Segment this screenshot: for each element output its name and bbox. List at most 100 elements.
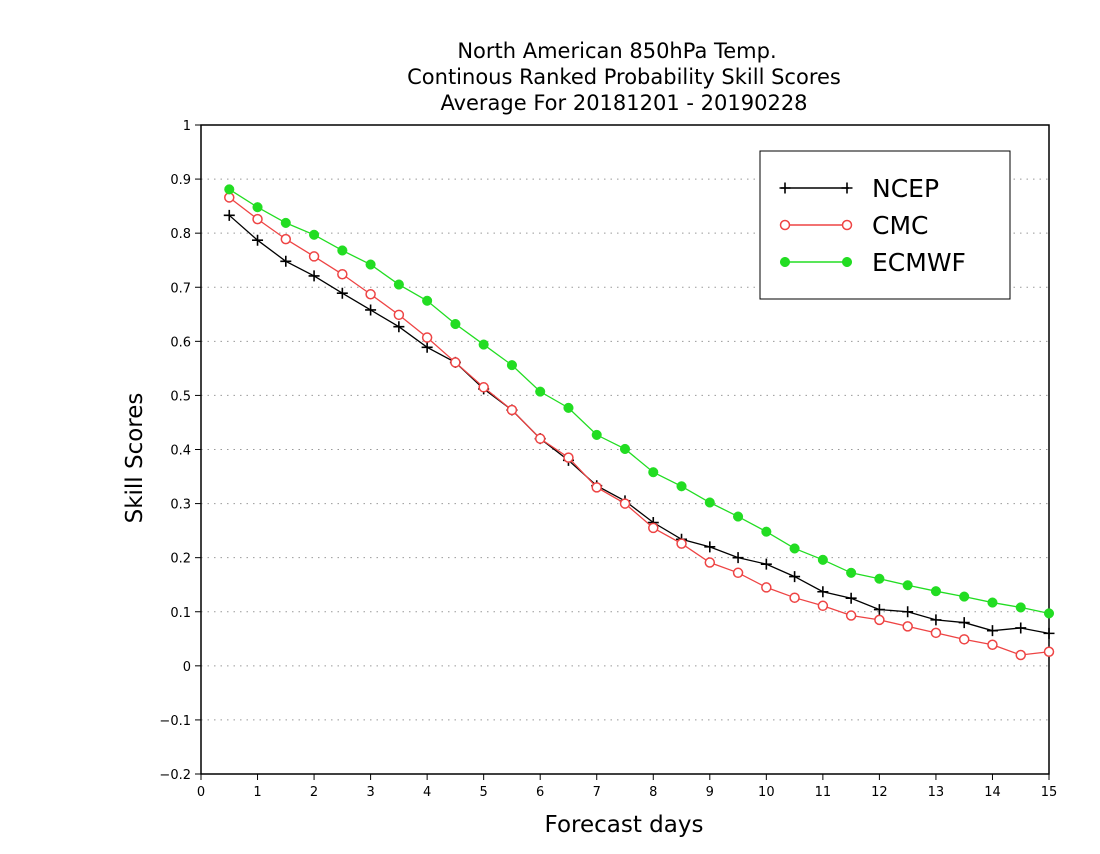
data-point-cmc [478, 382, 489, 393]
data-point-cmc [676, 538, 687, 549]
y-axis-label: Skill Scores [122, 393, 148, 524]
legend-marker-start-ncep [779, 182, 791, 194]
data-point-ecmwf [280, 217, 291, 228]
data-point-cmc [534, 433, 546, 444]
data-point-cmc [365, 289, 376, 300]
title-line-2: Continous Ranked Probability Skill Score… [407, 65, 841, 89]
data-point-ecmwf [224, 184, 235, 195]
x-tick-label: 6 [536, 785, 544, 800]
data-point-cmc [280, 233, 292, 245]
data-point-ecmwf [761, 526, 772, 537]
y-tick-label: 0.7 [170, 281, 191, 296]
x-tick-label: 2 [310, 785, 318, 800]
data-point-ncep [280, 255, 292, 267]
x-tick-label: 7 [593, 785, 601, 800]
legend-item-ncep: NCEP [779, 174, 939, 203]
data-point-ecmwf [422, 295, 433, 306]
data-point-ecmwf [817, 554, 828, 565]
data-point-ncep [760, 558, 772, 570]
data-point-ecmwf [365, 259, 376, 270]
data-point-ecmwf [591, 429, 602, 440]
legend-item-ecmwf: ECMWF [779, 248, 966, 277]
series-cmc [224, 192, 1055, 661]
x-tick-label: 15 [1041, 785, 1058, 800]
x-tick-label: 3 [366, 785, 374, 800]
data-point-cmc [987, 639, 998, 650]
legend-marker-end-ecmwf [841, 256, 853, 268]
legend-items: NCEP CMC ECMWF [779, 174, 966, 277]
data-point-ecmwf [930, 586, 941, 597]
x-tick-label: 5 [480, 785, 488, 800]
x-tick-label: 8 [649, 785, 657, 800]
data-point-ecmwf [959, 591, 970, 602]
data-point-cmc [648, 522, 659, 534]
data-point-cmc [506, 404, 518, 416]
data-point-ncep [789, 571, 801, 583]
data-point-cmc [252, 213, 263, 225]
data-point-ncep [930, 614, 942, 626]
x-tick-label: 14 [984, 785, 1001, 800]
y-tick-label: −0.2 [159, 768, 191, 783]
x-tick-label: 4 [423, 785, 431, 800]
x-tick-label: 9 [706, 785, 714, 800]
series-line-ncep [228, 214, 1050, 635]
data-point-ncep [817, 586, 829, 598]
data-point-ecmwf [535, 386, 546, 397]
data-point-ecmwf [676, 481, 687, 492]
data-point-cmc [817, 600, 829, 612]
data-point-cmc [732, 567, 744, 579]
data-point-ecmwf [846, 567, 857, 578]
data-point-ecmwf [902, 580, 913, 591]
data-point-ecmwf [337, 245, 348, 256]
data-point-ecmwf [1015, 602, 1026, 613]
series-layer [223, 184, 1055, 661]
chart-title: North American 850hPa Temp. Continous Ra… [407, 39, 841, 115]
data-point-ncep [308, 270, 320, 282]
legend-marker-end-ncep [841, 182, 853, 194]
x-tick-label: 1 [253, 785, 261, 800]
data-point-ecmwf [648, 467, 659, 478]
data-point-cmc [902, 621, 913, 632]
data-point-ecmwf [1043, 608, 1055, 619]
legend-marker-start-ecmwf [779, 256, 791, 268]
data-point-ecmwf [478, 339, 489, 350]
x-tick-label: 12 [871, 785, 888, 800]
data-point-ecmwf [563, 402, 574, 413]
y-tick-label: 0.4 [170, 444, 191, 459]
x-axis-label: Forecast days [545, 812, 704, 838]
legend-item-cmc: CMC [779, 211, 928, 240]
data-point-cmc [958, 634, 970, 645]
title-line-1: North American 850hPa Temp. [457, 39, 776, 63]
y-tick-label: 0 [183, 660, 191, 675]
data-point-ecmwf [450, 318, 461, 330]
legend-label-ecmwf: ECMWF [872, 248, 966, 277]
x-tick-label: 11 [815, 785, 832, 800]
data-point-cmc [337, 269, 348, 280]
series-ecmwf [224, 184, 1055, 619]
y-axis: −0.2 −0.1 0 0.1 0.2 0.3 0.4 0.5 0.6 0.7 0.8 0.9 1 [159, 119, 201, 783]
data-point-ecmwf [619, 443, 631, 455]
data-point-cmc [393, 309, 405, 321]
data-point-ecmwf [506, 360, 517, 371]
data-point-cmc [1015, 649, 1026, 661]
data-point-ncep [704, 541, 716, 553]
title-line-3: Average For 20181201 - 20190228 [440, 91, 807, 115]
y-tick-label: 0.1 [170, 606, 191, 621]
data-point-cmc [591, 482, 602, 493]
y-tick-label: 0.3 [170, 498, 191, 513]
data-point-ncep [1015, 622, 1027, 634]
data-point-ncep [1043, 627, 1055, 639]
x-tick-label: 0 [197, 785, 205, 800]
data-point-ecmwf [252, 202, 263, 213]
y-tick-label: 1 [183, 119, 191, 134]
data-point-ncep [252, 234, 264, 246]
y-tick-label: 0.6 [170, 335, 191, 350]
data-point-ecmwf [987, 597, 998, 608]
data-point-ecmwf [309, 229, 320, 240]
data-point-cmc [761, 582, 772, 593]
legend: NCEP CMC ECMWF [759, 150, 1011, 300]
data-point-cmc [1043, 646, 1055, 658]
legend-label-ncep: NCEP [872, 174, 939, 203]
